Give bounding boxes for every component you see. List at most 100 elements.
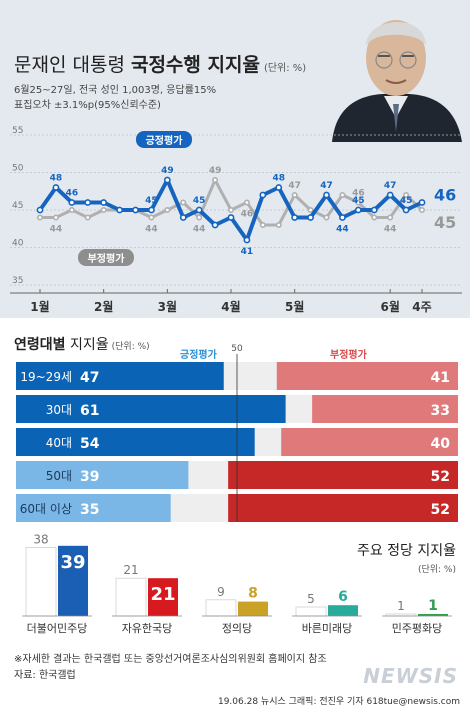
y-tick-label: 40: [12, 239, 24, 249]
x-tick-label: 6월: [380, 299, 399, 314]
value-negative: 33: [431, 403, 450, 419]
x-tick-label: 1월: [30, 299, 49, 314]
data-label: 49: [209, 166, 222, 176]
age-chart-title: 연령대별 지지율 (단위: %): [14, 334, 150, 354]
bar-current: [418, 614, 448, 616]
age-chart: 긍정평가 부정평가 50 19~29세 47 41 30대 61 33 40대 54 40 50대 39 5…: [16, 344, 458, 522]
value-negative: 41: [431, 370, 450, 386]
legend-negative: 부정평가: [78, 249, 134, 266]
x-tick-label: 5월: [285, 299, 304, 314]
category-label: 정의당: [222, 622, 252, 635]
credit-line: 19.06.28 뉴시스 그래픽: 전진우 기자 618tue@newsis.c…: [217, 697, 460, 707]
data-point: [307, 214, 314, 221]
value-previous: 38: [33, 533, 48, 547]
data-point: [148, 206, 155, 214]
data-label: 47: [320, 181, 333, 191]
legend-positive-label: 긍정평가: [146, 134, 184, 147]
bar-positive: [16, 428, 255, 456]
data-label: 46: [352, 189, 365, 199]
party-chart: 38 39 더불어민주당 21 21 자유한국당 9 8 정의당 5 6 바른미래당 1 1 민주평화당: [22, 533, 452, 635]
y-tick-label: 55: [12, 126, 23, 136]
data-label: 44: [193, 225, 206, 235]
data-point: [418, 199, 426, 206]
bar-current: [58, 545, 88, 616]
data-point: [259, 191, 267, 199]
data-label: 47: [384, 181, 397, 191]
legend-negative-label: 부정평가: [88, 252, 126, 265]
value-negative: 52: [431, 469, 450, 485]
data-label: 44: [50, 225, 63, 235]
data-point: [68, 207, 75, 214]
data-point: [355, 199, 362, 206]
value-positive: 35: [80, 502, 99, 518]
data-point: [323, 214, 330, 221]
data-label: 45: [400, 196, 413, 206]
age-title-rest: 지지율: [65, 337, 109, 353]
survey-line-2: 표집오차 ±3.1%p(95%신뢰수준): [14, 100, 161, 111]
party-chart-title: 주요 정당 지지율 (단위: %): [357, 540, 456, 575]
title-unit: (단위: %): [263, 63, 307, 74]
data-point: [164, 207, 171, 214]
bar-previous: [115, 577, 147, 617]
title-bold: 국정수행 지지율: [130, 54, 260, 76]
data-label: 45: [434, 213, 456, 232]
data-point: [370, 206, 378, 214]
category-label: 30대: [46, 403, 72, 417]
data-label: 48: [272, 174, 285, 184]
data-point: [243, 199, 250, 206]
value-previous: 1: [397, 599, 405, 613]
title-prefix: 문재인 대통령: [14, 54, 131, 76]
x-tick-label: 2월: [94, 299, 113, 314]
data-point: [212, 176, 219, 183]
footnote-source: 자료: 한국갤럽: [14, 670, 76, 681]
bar-previous: [25, 547, 57, 617]
y-tick-label: 45: [12, 201, 23, 211]
data-point: [354, 206, 362, 214]
data-point: [291, 214, 299, 221]
data-point: [52, 214, 59, 221]
data-label: 44: [145, 225, 158, 235]
data-label: 45: [193, 196, 206, 206]
data-point: [36, 206, 44, 214]
bar-negative: [312, 395, 458, 423]
category-label: 60대 이상: [20, 502, 72, 516]
data-point: [211, 221, 219, 229]
value-current: 6: [338, 589, 348, 605]
data-point: [84, 214, 91, 221]
data-point: [36, 214, 43, 221]
page-title: 문재인 대통령 국정수행 지지율 (단위: %): [14, 50, 306, 77]
data-label: 49: [161, 166, 174, 176]
midline-label: 50: [231, 344, 243, 354]
age-title-bold: 연령대별: [14, 337, 66, 353]
value-previous: 5: [307, 592, 315, 606]
data-point: [387, 214, 394, 221]
category-label: 바른미래당: [302, 622, 353, 635]
data-point: [275, 184, 283, 191]
bar-previous: [205, 599, 237, 617]
value-previous: 9: [217, 585, 225, 599]
legend-negative: 부정평가: [330, 348, 368, 361]
bar-positive: [16, 461, 189, 489]
age-section: 긍정평가 부정평가 50 19~29세 47 41 30대 61 33 40대 54 40 50대 39 5…: [0, 318, 470, 530]
survey-line-1: 6월25~27일, 전국 성인 1,003명, 응답률15%: [14, 85, 217, 96]
bar-previous: [295, 606, 327, 617]
data-label: 44: [384, 225, 397, 235]
data-point: [228, 207, 235, 214]
value-positive: 54: [80, 436, 100, 452]
value-current: 21: [150, 584, 175, 605]
newsis-watermark: NEWSIS: [363, 664, 458, 688]
data-point: [100, 199, 108, 206]
data-point: [179, 214, 187, 221]
trend-chart: 35 40 45 50 55 1월 2월 3월 4월 5월 6월 4주 44 44 44 49 46 47 46 44…: [10, 126, 462, 314]
bar-current: [148, 578, 178, 616]
data-point: [163, 176, 171, 184]
data-point: [52, 184, 60, 191]
party-title-text: 주요 정당 지지율: [356, 543, 456, 559]
data-label: 41: [241, 247, 254, 257]
category-label: 더불어민주당: [27, 622, 88, 635]
legend-positive-tag: [136, 131, 192, 148]
category-label: 50대: [46, 469, 72, 483]
data-label: 46: [241, 210, 254, 220]
party-title-unit: (단위: %): [417, 565, 456, 575]
data-label: 46: [434, 186, 456, 205]
